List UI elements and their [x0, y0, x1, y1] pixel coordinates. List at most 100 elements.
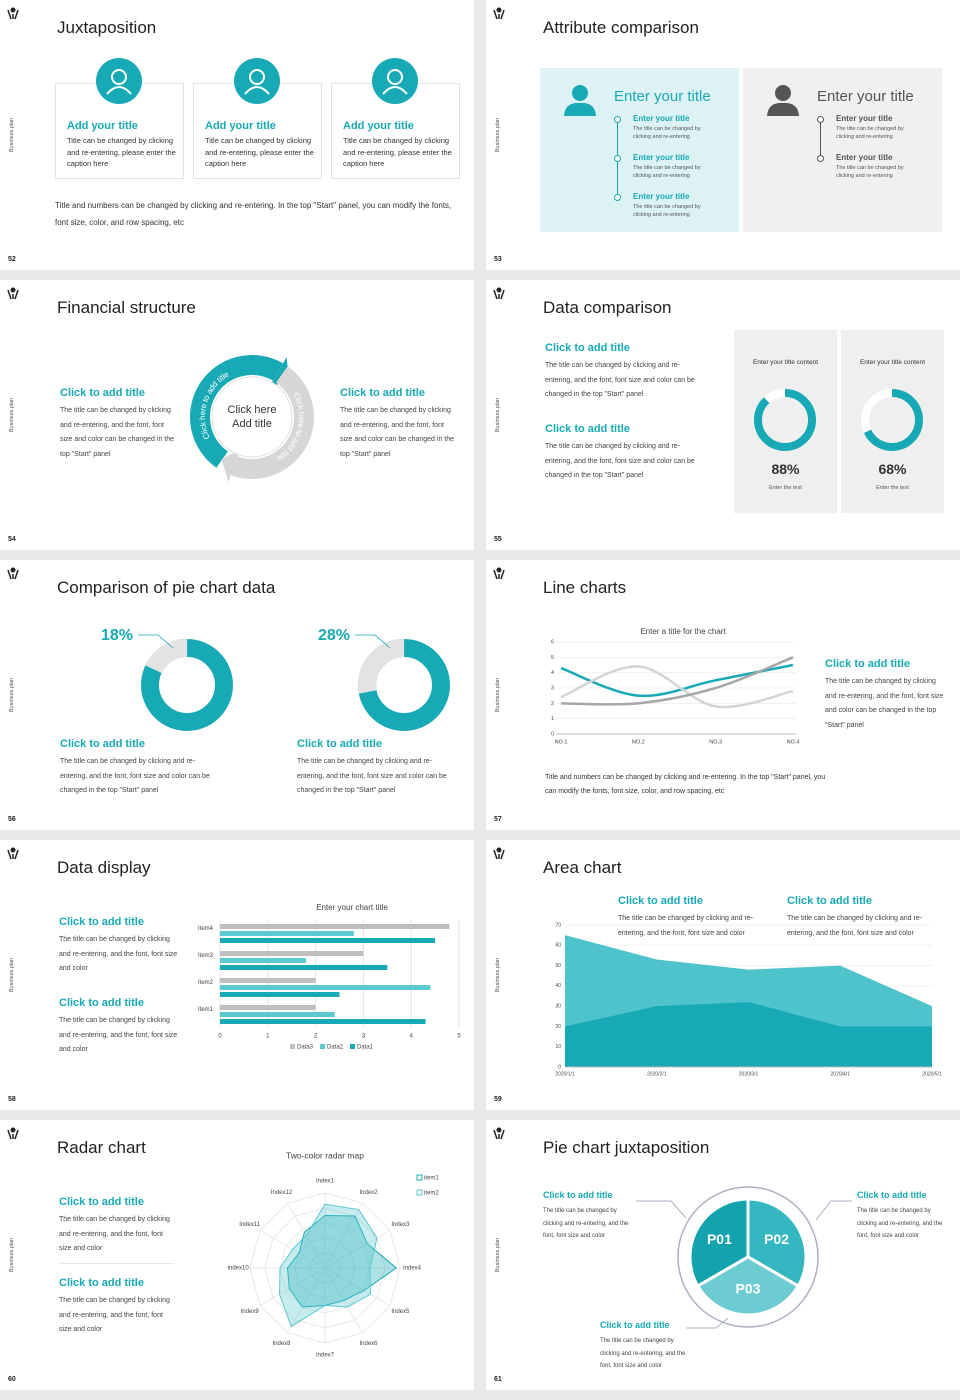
connector [686, 1317, 729, 1329]
logo-dot [496, 567, 502, 573]
block-title: Click to add title [545, 423, 630, 435]
radar-label: Index7 [316, 1353, 335, 1359]
item-text: Title can be changed by clicking and re-… [343, 136, 452, 168]
outer-ring [677, 1186, 819, 1328]
logo-mark [493, 9, 505, 20]
block-text: The title can be changed by clicking and… [857, 1208, 943, 1239]
block-text: The title can be changed by clicking and… [60, 758, 210, 794]
panel-heading: Enter your title [614, 88, 711, 105]
chart-title: Enter a title for the chart [640, 627, 726, 636]
block-text: The title can be changed by clicking and… [59, 1017, 178, 1053]
y-tick-label: 10 [555, 1044, 561, 1050]
block-title: Click to add title [59, 1196, 144, 1208]
icon [564, 85, 596, 116]
arrow-head [221, 449, 241, 482]
bar [220, 924, 450, 929]
connector [815, 1200, 852, 1221]
donut [861, 389, 923, 451]
y-tick-label: 60 [555, 943, 561, 949]
segment-label: P02 [764, 1231, 789, 1247]
card-heading: Enter your title content [752, 359, 819, 366]
segment-pie: P01 P02 P03 [636, 1186, 852, 1329]
block-text: The title can be changed by clicking and… [600, 1338, 686, 1369]
radar-spoke [324, 1267, 391, 1306]
x-tick-label: 3 [362, 1034, 366, 1040]
block-text: The title can be changed by clicking and… [545, 362, 695, 398]
y-tick-label: 6 [551, 639, 554, 645]
x-tick-label: 2020/5/1 [922, 1071, 942, 1077]
block-text: The title can be changed by clicking and… [618, 915, 754, 937]
brand: Business plan [495, 397, 501, 433]
legend-label: Data3 [297, 1045, 314, 1051]
logo [493, 1127, 505, 1140]
x-tick-label: 2020/1/1 [555, 1071, 575, 1077]
segment-label: P01 [707, 1231, 732, 1247]
area-chart: 0 10 20 30 40 50 60 70 2020/1/1 2020/2/1 2020/3/1 2… [555, 922, 942, 1077]
block-title: Click to add title [545, 342, 630, 354]
item-title: Enter your title [633, 114, 690, 123]
slide-title: Area chart [543, 858, 622, 877]
block-title: Click to add title [59, 1277, 144, 1289]
logo [493, 7, 505, 20]
arrow-arc [190, 355, 283, 468]
page-number: 56 [8, 816, 16, 823]
line-series [560, 665, 794, 709]
pie-segment [695, 1255, 801, 1317]
logo-mark [7, 849, 19, 860]
block-text: The title can be changed by clicking and… [297, 758, 447, 794]
slide: Business plan Pie chart juxtaposition 61 P0… [486, 1120, 960, 1390]
x-tick-label: 2 [314, 1034, 318, 1040]
card [841, 330, 944, 513]
block-title: Click to add title [543, 1190, 613, 1200]
slide-title: Comparison of pie chart data [57, 578, 276, 597]
slide-title: Radar chart [57, 1138, 146, 1157]
radar-series [279, 1203, 378, 1328]
icon [372, 58, 418, 104]
legend-swatch [416, 1174, 423, 1181]
y-tick-label: 4 [551, 670, 554, 676]
y-tick-label: 0 [551, 731, 554, 737]
page-number: 59 [494, 1096, 502, 1103]
icon-body [106, 86, 132, 95]
item-text: The title can be changed by clicking and… [633, 126, 701, 140]
y-tick-label: 1 [551, 716, 554, 722]
item-title: Add your title [205, 120, 276, 132]
radar-label: Index12 [271, 1190, 293, 1196]
block-text: The title can be changed by clicking and… [340, 407, 455, 458]
block-text: The title can be changed by clicking and… [59, 936, 178, 972]
legend-label: Data1 [357, 1045, 374, 1051]
timeline-dot [614, 194, 621, 201]
radar-spoke [324, 1230, 391, 1269]
donut [754, 389, 816, 451]
x-tick-label: 0 [218, 1034, 222, 1040]
center-circle [211, 376, 293, 458]
y-tick-label: 2 [551, 701, 554, 707]
page-number: 60 [8, 1376, 16, 1383]
value-label: 88% [771, 461, 800, 477]
bar [220, 1005, 316, 1010]
logo [7, 567, 19, 580]
y-tick-label: 20 [555, 1024, 561, 1030]
legend-swatch [416, 1189, 423, 1196]
item-text: The title can be changed by clicking and… [633, 204, 701, 218]
icon-head [572, 85, 588, 101]
legend-label: item2 [424, 1191, 439, 1197]
bar [220, 985, 431, 990]
icon-circle [234, 58, 280, 104]
radar-label: Index11 [239, 1222, 261, 1228]
slide: Business plan Comparison of pie chart dat… [0, 560, 474, 830]
page-number: 54 [8, 536, 16, 543]
line-series [560, 663, 794, 698]
icon-head [387, 69, 403, 85]
bar [220, 1019, 426, 1024]
x-tick-label: 1 [266, 1034, 270, 1040]
bar [220, 938, 436, 943]
icon-body [382, 86, 408, 95]
line-series [560, 656, 794, 706]
radar-spoke [324, 1202, 363, 1269]
icon-body [767, 102, 799, 116]
slide: Business plan Area chart 59 Click to add ti… [486, 840, 960, 1110]
page-number: 57 [494, 816, 502, 823]
item-title: Add your title [343, 120, 414, 132]
x-tick-label: 2020/4/1 [831, 1071, 851, 1077]
